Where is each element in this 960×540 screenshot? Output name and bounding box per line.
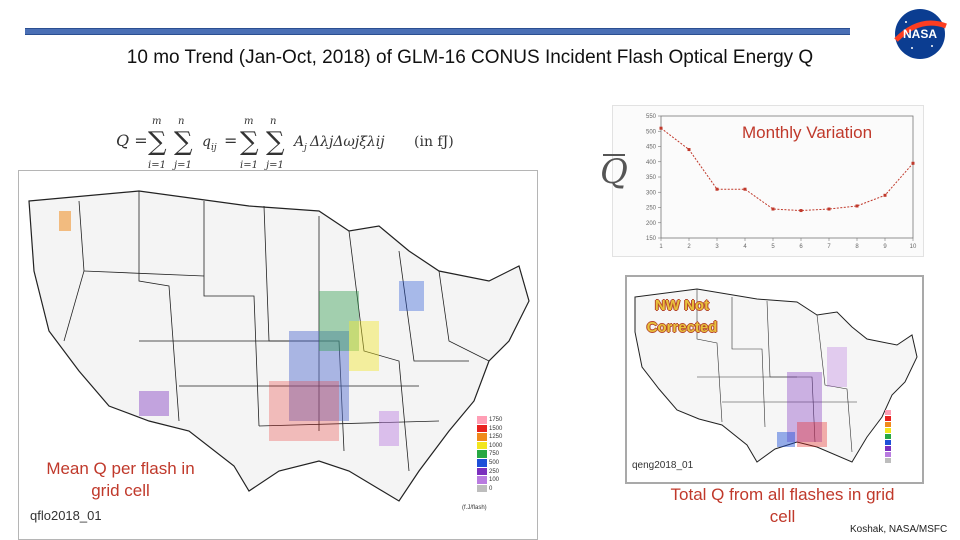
data-point-2 — [715, 187, 719, 191]
slide-title: 10 mo Trend (Jan-Oct, 2018) of GLM-16 CO… — [126, 47, 814, 68]
svg-text:n: n — [178, 116, 184, 127]
svg-text:j=1: j=1 — [264, 160, 284, 171]
x-tick-label-2: 3 — [715, 244, 719, 250]
data-point-6 — [827, 207, 831, 211]
svg-text:n: n — [270, 116, 276, 127]
svg-text:i=1: i=1 — [240, 160, 258, 171]
data-point-5 — [799, 209, 803, 213]
series-line — [660, 127, 914, 212]
svg-text:∑: ∑ — [240, 127, 259, 157]
equation-unit: (in fJ) — [414, 134, 454, 150]
legend-entry-6: 250 — [477, 467, 499, 477]
svg-text:∑: ∑ — [266, 127, 285, 157]
legend-entry-3: 1000 — [477, 441, 502, 451]
author-credit: Koshak, NASA/MSFC — [850, 524, 948, 535]
nw-line-2: Corrected — [646, 319, 718, 336]
monthly-chart: 150 200 250 300 350 400 450 500 550 1 2 3 4 5 6 7 8 9 10 — [612, 105, 924, 257]
data-point-9 — [911, 161, 915, 165]
data-point-4 — [771, 207, 775, 211]
color-legend: 1750 1500 1250 1000 750 500 250 100 0 — [477, 416, 502, 494]
qbar-symbol: Q — [600, 152, 628, 192]
x-tick-label-3: 4 — [743, 244, 747, 250]
svg-text:ij: ij — [211, 143, 217, 153]
data-point-7 — [855, 204, 859, 208]
legend-entry-7: 100 — [477, 476, 499, 485]
data-point-8 — [883, 193, 887, 197]
svg-text:A: A — [292, 134, 304, 150]
data-point-1 — [687, 148, 691, 152]
legend-entry-8: 0 — [477, 484, 492, 494]
svg-text:q: q — [202, 134, 211, 150]
nasa-logo-text: NASA — [903, 27, 937, 41]
svg-text:ΔλjΔωjξ̄λij: ΔλjΔωjξ̄λij — [309, 134, 385, 150]
legend-entry-0: 1750 — [477, 416, 502, 425]
svg-text:∑: ∑ — [174, 127, 193, 157]
monthly-variation-label: Monthly Variation — [742, 123, 873, 142]
nasa-logo: NASA — [890, 6, 950, 61]
mean-q-label: Mean Q per flash in grid cell — [36, 458, 205, 502]
y-tick-label-5: 400 — [646, 160, 657, 166]
svg-text:=: = — [224, 131, 237, 150]
y-tick-label-3: 300 — [646, 190, 657, 196]
y-tick-label-6: 450 — [646, 145, 657, 151]
right-color-legend — [885, 410, 895, 464]
svg-text:∑: ∑ — [148, 127, 167, 157]
total-q-map — [625, 275, 924, 484]
svg-text:m: m — [152, 116, 161, 127]
svg-text:Q =: Q = — [116, 131, 148, 150]
left-map-id: qflo2018_01 — [30, 508, 102, 523]
data-point-3 — [743, 187, 747, 191]
x-tick-label-6: 7 — [827, 244, 831, 250]
legend-entry-5: 500 — [477, 458, 499, 468]
svg-text:i=1: i=1 — [148, 160, 166, 171]
x-tick-label-1: 2 — [687, 244, 691, 250]
x-tick-label-7: 8 — [855, 244, 859, 250]
total-q-label: Total Q from all flashes in grid cell — [670, 485, 895, 526]
svg-text:m: m — [244, 116, 253, 127]
y-tick-label-1: 200 — [646, 221, 657, 227]
x-tick-label-9: 10 — [910, 244, 917, 250]
x-tick-label-0: 1 — [659, 244, 663, 250]
nw-not-corrected-note: NW Not Corrected — [636, 295, 728, 339]
legend-entry-4: 750 — [477, 450, 499, 459]
header-bar — [25, 28, 850, 35]
legend-unit: (f.J/flash) — [462, 505, 487, 511]
svg-text:j: j — [302, 143, 307, 153]
svg-text:j=1: j=1 — [172, 160, 192, 171]
energy-equation: Q = ∑ m i=1 ∑ n j=1 q ij = ∑ m i=1 ∑ n j… — [112, 112, 492, 172]
right-map-id: qeng2018_01 — [632, 460, 694, 471]
y-tick-label-4: 350 — [646, 175, 657, 181]
y-tick-label-0: 150 — [646, 236, 657, 242]
y-tick-label-8: 550 — [646, 114, 657, 120]
y-tick-label-7: 500 — [646, 129, 657, 135]
legend-entry-1: 1500 — [477, 424, 502, 434]
data-point-0 — [659, 126, 663, 130]
x-tick-label-5: 6 — [799, 244, 803, 250]
nw-line-1: NW Not — [654, 297, 710, 314]
legend-entry-2: 1250 — [477, 433, 502, 442]
y-tick-label-2: 250 — [646, 206, 657, 212]
x-tick-label-4: 5 — [771, 244, 775, 250]
x-tick-label-8: 9 — [883, 244, 887, 250]
